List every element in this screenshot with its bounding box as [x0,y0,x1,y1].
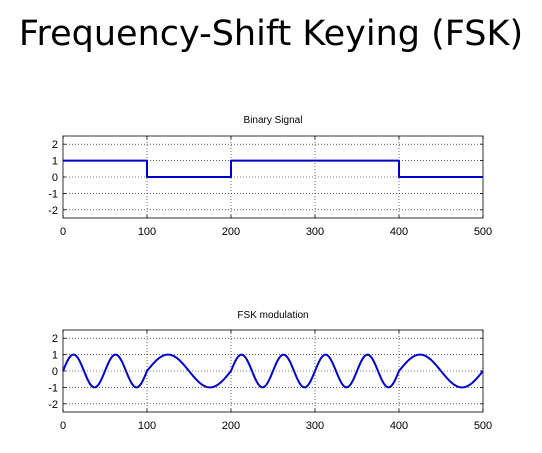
x-tick-label: 100 [138,420,156,432]
x-tick-label: 200 [222,420,240,432]
y-tick-label: 1 [52,350,58,362]
x-tick-label: 400 [390,420,408,432]
series-line [62,353,484,389]
x-tick-label: 500 [474,420,492,432]
y-tick-label: -2 [48,205,58,217]
x-tick-label: 200 [222,226,240,238]
x-tick-label: 400 [390,226,408,238]
y-tick-label: 2 [52,333,58,345]
y-tick-label: 0 [52,172,58,184]
y-tick-label: -1 [48,188,58,200]
y-tick-label: -1 [48,382,58,394]
x-tick-label: 300 [306,420,324,432]
chart-binary-signal: Binary Signal 0 100 200 300 400 500 2 1 0 -1 -2 [48,115,492,238]
x-tick-label: 500 [474,226,492,238]
chart-title: FSK modulation [237,310,308,321]
x-tick-label: 0 [60,226,66,238]
y-tick-label: 0 [52,366,58,378]
x-tick-label: 100 [138,226,156,238]
slide-title: Frequency-Shift Keying (FSK) [18,14,524,54]
y-tick-label: 2 [52,139,58,151]
chart-title: Binary Signal [244,115,303,126]
y-tick-label: 1 [52,156,58,168]
chart-fsk-modulation: FSK modulation 0 100 200 300 400 500 2 1 0 -1 -2 [48,310,492,432]
x-tick-label: 0 [60,420,66,432]
x-tick-label: 300 [306,226,324,238]
series-line [63,159,483,178]
y-tick-label: -2 [48,399,58,411]
